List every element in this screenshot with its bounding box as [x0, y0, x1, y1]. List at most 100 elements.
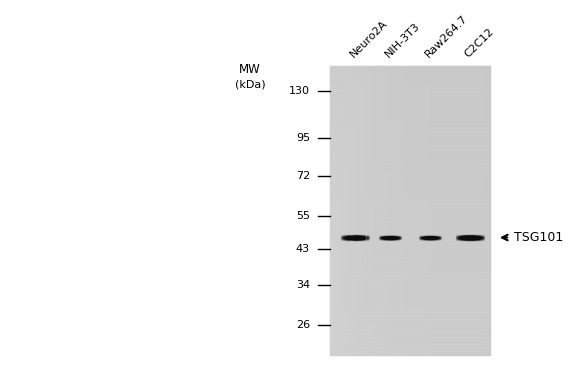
Bar	[330, 135, 490, 138]
Bar	[330, 167, 490, 171]
Bar	[425, 66, 426, 355]
Bar	[443, 66, 445, 355]
Bar	[330, 102, 490, 106]
Bar	[330, 138, 490, 142]
Bar	[330, 250, 490, 254]
Bar	[330, 128, 490, 131]
Bar	[454, 66, 455, 355]
Bar	[441, 66, 442, 355]
Bar	[330, 178, 490, 182]
Bar	[402, 66, 403, 355]
Bar	[397, 66, 398, 355]
Bar	[330, 287, 490, 290]
Bar	[483, 66, 485, 355]
Bar	[330, 149, 490, 153]
Bar	[336, 66, 338, 355]
Bar	[330, 171, 490, 175]
Bar	[330, 222, 490, 225]
Text: 26: 26	[296, 320, 310, 330]
Bar	[330, 84, 490, 88]
Bar	[330, 344, 490, 348]
Bar	[330, 279, 490, 283]
Bar	[330, 124, 490, 128]
Bar	[357, 66, 358, 355]
Bar	[349, 66, 350, 355]
Text: (kDa): (kDa)	[235, 79, 265, 89]
Bar	[330, 243, 490, 247]
Bar	[330, 106, 490, 110]
Bar	[473, 66, 474, 355]
Bar	[365, 66, 366, 355]
Bar	[390, 66, 391, 355]
Bar	[330, 88, 490, 91]
Bar	[436, 66, 438, 355]
Bar	[330, 268, 490, 272]
Bar	[335, 66, 336, 355]
Bar	[442, 66, 443, 355]
Text: Neuro2A: Neuro2A	[348, 18, 389, 59]
Bar	[378, 66, 379, 355]
Bar	[480, 66, 481, 355]
Bar	[334, 66, 335, 355]
Bar	[331, 66, 333, 355]
Bar	[330, 297, 490, 301]
Text: 72: 72	[296, 171, 310, 181]
Bar	[340, 66, 342, 355]
Bar	[462, 66, 463, 355]
Bar	[486, 66, 487, 355]
Bar	[463, 66, 464, 355]
Bar	[445, 66, 446, 355]
Bar	[478, 66, 480, 355]
Text: 130: 130	[289, 86, 310, 96]
Bar	[330, 81, 490, 84]
Bar	[475, 66, 477, 355]
Bar	[330, 283, 490, 287]
Bar	[417, 66, 418, 355]
Bar	[421, 66, 422, 355]
Bar	[458, 66, 459, 355]
Bar	[450, 66, 451, 355]
Bar	[438, 66, 439, 355]
Text: Raw264.7: Raw264.7	[423, 13, 469, 59]
Bar	[448, 66, 449, 355]
Bar	[414, 66, 416, 355]
Bar	[330, 211, 490, 214]
Bar	[330, 207, 490, 211]
Bar	[330, 142, 490, 146]
Bar	[482, 66, 483, 355]
Bar	[394, 66, 395, 355]
Bar	[403, 66, 404, 355]
Bar	[330, 319, 490, 322]
Bar	[346, 66, 347, 355]
Bar	[372, 66, 374, 355]
Bar	[467, 66, 469, 355]
Bar	[330, 305, 490, 308]
Bar	[330, 257, 490, 261]
Bar	[416, 66, 417, 355]
Bar	[352, 66, 353, 355]
Bar	[330, 193, 490, 196]
Bar	[330, 294, 490, 297]
Bar	[423, 66, 425, 355]
Bar	[368, 66, 370, 355]
Bar	[422, 66, 423, 355]
Bar	[453, 66, 454, 355]
Bar	[400, 66, 402, 355]
Bar	[395, 66, 397, 355]
Bar	[382, 66, 384, 355]
Bar	[330, 225, 490, 229]
Bar	[431, 66, 432, 355]
Bar	[330, 315, 490, 319]
Bar	[330, 200, 490, 203]
Bar	[435, 66, 436, 355]
Bar	[330, 146, 490, 149]
Bar	[379, 66, 381, 355]
Text: 55: 55	[296, 211, 310, 221]
Bar	[330, 196, 490, 200]
Bar	[393, 66, 394, 355]
Bar	[330, 322, 490, 326]
Bar	[375, 66, 377, 355]
Bar	[385, 66, 386, 355]
Bar	[474, 66, 475, 355]
Bar	[384, 66, 385, 355]
